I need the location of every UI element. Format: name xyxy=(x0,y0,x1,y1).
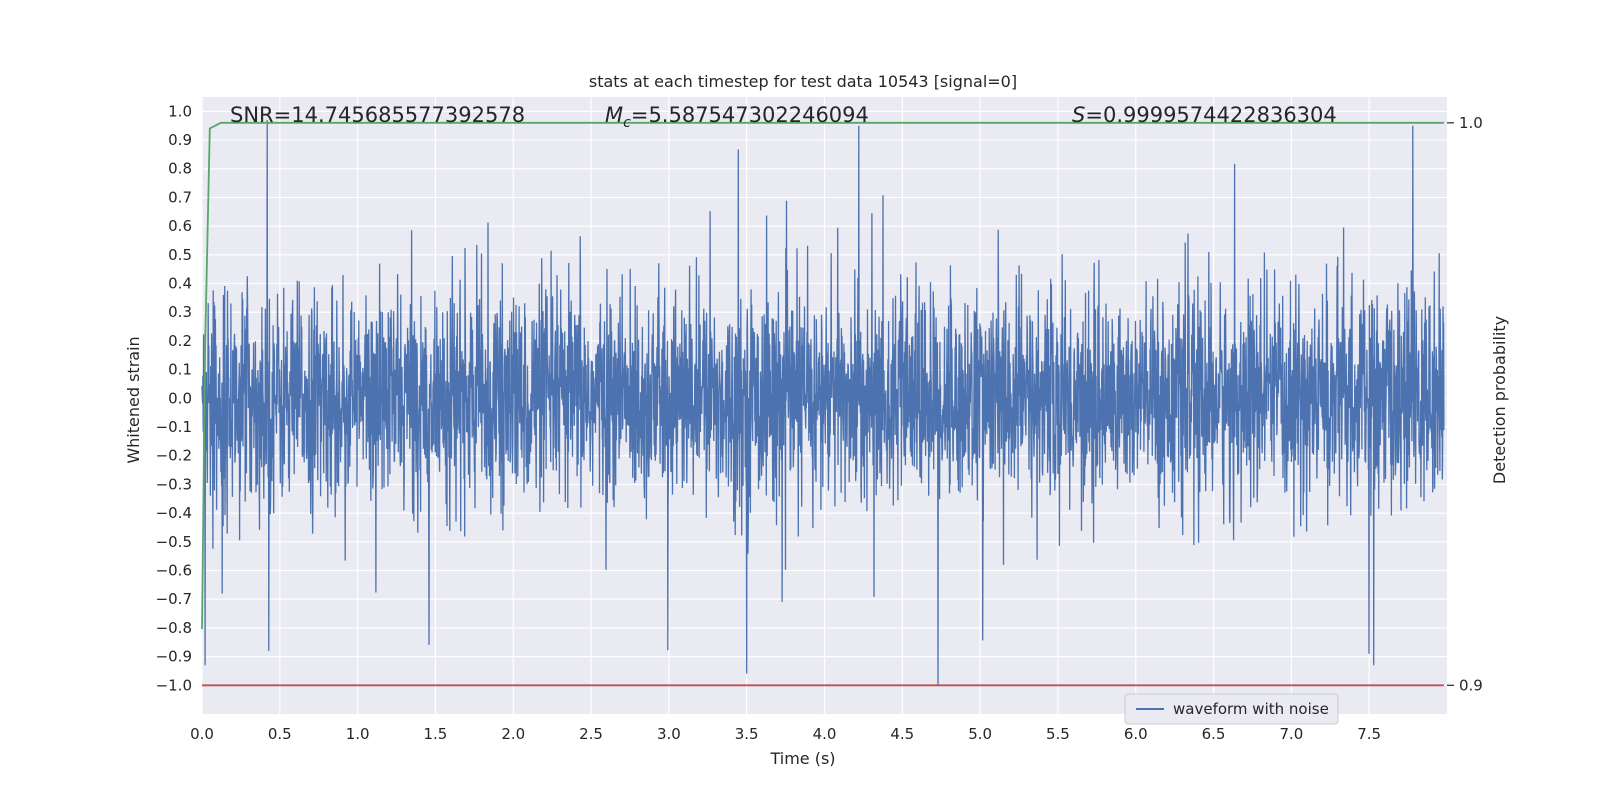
mc-label: M xyxy=(605,103,623,127)
y-tick-label: −1.0 xyxy=(156,676,192,694)
line-series xyxy=(201,121,1444,687)
x-tick-label: 7.5 xyxy=(1357,725,1381,743)
y-tick-label: 0.3 xyxy=(168,303,192,321)
y-axis-label: Whitened strain xyxy=(124,336,143,463)
y-tick-label: −0.7 xyxy=(156,590,192,608)
y-tick-label: 0.4 xyxy=(168,275,192,293)
x-tick-label: 5.0 xyxy=(968,725,992,743)
y2-tick-label: 0.9 xyxy=(1459,676,1483,694)
waveform-line xyxy=(201,119,1445,686)
x-tick-label: 7.0 xyxy=(1279,725,1303,743)
y2-axis-label: Detection probability xyxy=(1490,316,1509,484)
s-label: S xyxy=(1072,103,1085,127)
x-tick-label: 2.0 xyxy=(501,725,525,743)
y-tick-label: 0.5 xyxy=(168,246,192,264)
y-tick-labels: 1.0 0.9 0.8 0.7 0.6 0.5 0.4 0.3 0.2 0.1 0.0 −0.1 −0.… xyxy=(156,102,192,694)
legend: waveform with noise xyxy=(1124,693,1339,725)
snr-value: 14.745685577392578 xyxy=(291,103,525,127)
snr-annotation: SNR=14.745685577392578 xyxy=(230,103,525,127)
y-tick-label: 0.2 xyxy=(168,332,192,350)
y-tick-label: 1.0 xyxy=(168,102,192,120)
x-axis-label: Time (s) xyxy=(769,749,835,768)
detection-probability-line xyxy=(201,121,1444,630)
y2-tick-label: 1.0 xyxy=(1459,114,1483,132)
x-tick-label: 2.5 xyxy=(579,725,603,743)
x-tick-label: 1.5 xyxy=(424,725,448,743)
y-tick-label: −0.8 xyxy=(156,619,192,637)
waveform-series xyxy=(201,119,1445,686)
x-tick-label: 0.5 xyxy=(268,725,292,743)
s-value: 0.9999574422836304 xyxy=(1103,103,1337,127)
x-tick-label: 6.5 xyxy=(1202,725,1226,743)
y-tick-label: 0.6 xyxy=(168,217,192,235)
s-annotation: S=0.9999574422836304 xyxy=(1072,103,1337,127)
snr-label: SNR xyxy=(230,103,274,127)
mc-annotation: Mc=5.587547302246094 xyxy=(605,103,869,131)
y-tick-label: −0.4 xyxy=(156,504,192,522)
mc-subscript: c xyxy=(623,115,631,131)
x-tick-labels: 0.0 0.5 1.0 1.5 2.0 2.5 3.0 3.5 4.0 4.5 5.0 5.5 6.0 6… xyxy=(190,725,1381,743)
y-tick-label: −0.9 xyxy=(156,648,192,666)
x-tick-label: 3.0 xyxy=(657,725,681,743)
x-tick-label: 6.0 xyxy=(1124,725,1148,743)
y-tick-label: 0.1 xyxy=(168,361,192,379)
y-tick-label: −0.5 xyxy=(156,533,192,551)
legend-entry: waveform with noise xyxy=(1173,700,1329,718)
x-tick-label: 1.0 xyxy=(346,725,370,743)
y-tick-label: 0.7 xyxy=(168,188,192,206)
x-tick-label: 0.0 xyxy=(190,725,214,743)
x-tick-label: 4.0 xyxy=(813,725,837,743)
y-tick-label: −0.6 xyxy=(156,562,192,580)
y-tick-label: −0.2 xyxy=(156,447,192,465)
mc-value: 5.587547302246094 xyxy=(648,103,868,127)
x-tick-label: 5.5 xyxy=(1046,725,1070,743)
legend-box xyxy=(1124,693,1339,725)
y-tick-label: 0.8 xyxy=(168,160,192,178)
y2-tick-labels: 1.0 0.9 xyxy=(1447,114,1483,694)
y-tick-label: −0.3 xyxy=(156,475,192,493)
y-tick-label: 0.0 xyxy=(168,389,192,407)
y-tick-label: −0.1 xyxy=(156,418,192,436)
chart-title: stats at each timestep for test data 105… xyxy=(589,72,1017,91)
y-tick-label: 0.9 xyxy=(168,131,192,149)
x-tick-label: 3.5 xyxy=(735,725,759,743)
x-tick-label: 4.5 xyxy=(890,725,914,743)
